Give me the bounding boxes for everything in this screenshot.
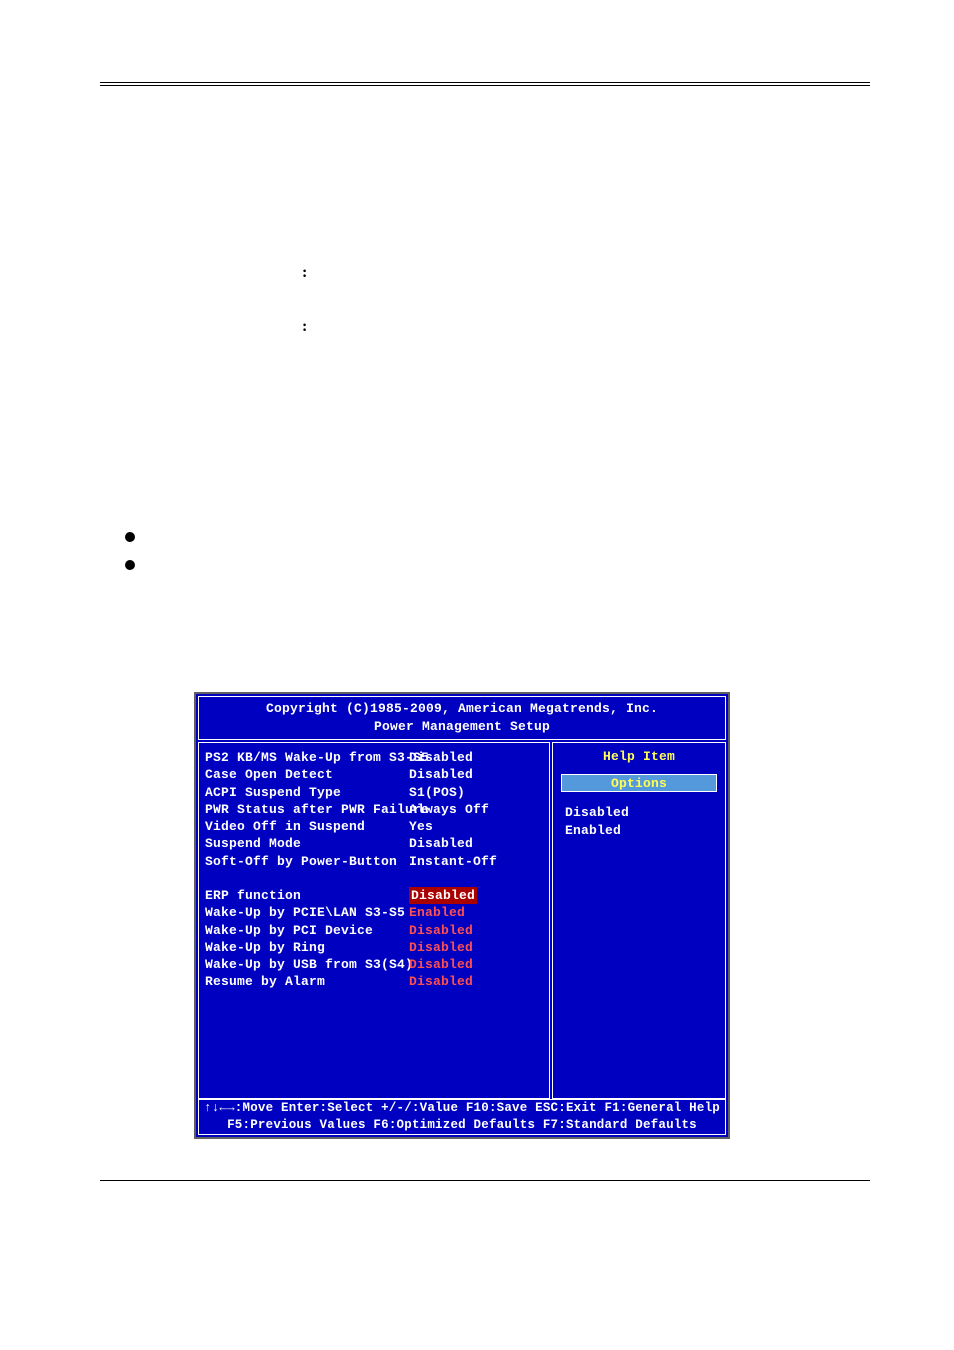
bullet-icon (125, 560, 135, 570)
bios-title: Power Management Setup (374, 718, 550, 736)
help-option: Enabled (565, 822, 721, 840)
option-value: Disabled (409, 887, 543, 904)
bios-window: Copyright (C)1985-2009, American Megatre… (194, 692, 730, 1139)
option-row[interactable]: Wake-Up by PCIE\LAN S3-S5Enabled (205, 904, 543, 921)
option-label: ERP function (205, 887, 409, 904)
option-value: Yes (409, 818, 543, 835)
footer-keys-1: ↑↓←→:Move Enter:Select +/-/:Value F10:Sa… (204, 1100, 720, 1117)
bullet-icon (125, 532, 135, 542)
option-row[interactable]: Wake-Up by USB from S3(S4)Disabled (205, 956, 543, 973)
option-value: Disabled (409, 766, 543, 783)
bios-footer: ↑↓←→:Move Enter:Select +/-/:Value F10:Sa… (198, 1099, 726, 1135)
option-value: Disabled (409, 922, 543, 939)
bios-help-panel: Help Item Options Disabled Enabled (552, 742, 726, 1099)
option-label: Case Open Detect (205, 766, 409, 783)
option-label: PS2 KB/MS Wake-Up from S3-S5 (205, 749, 409, 766)
footer-keys-2: F5:Previous Values F6:Optimized Defaults… (227, 1117, 697, 1134)
selected-value: Disabled (409, 887, 477, 904)
colon-2: : (302, 318, 307, 336)
option-label: Wake-Up by PCIE\LAN S3-S5 (205, 904, 409, 921)
option-label: Resume by Alarm (205, 973, 409, 990)
option-row[interactable]: Suspend ModeDisabled (205, 835, 543, 852)
option-label: PWR Status after PWR Failure (205, 801, 409, 818)
option-value: Always Off (409, 801, 543, 818)
option-value: Disabled (409, 749, 543, 766)
help-title: Help Item (557, 749, 721, 764)
bios-copyright: Copyright (C)1985-2009, American Megatre… (266, 700, 658, 718)
spacer (205, 870, 543, 887)
option-value: S1(POS) (409, 784, 543, 801)
option-value: Disabled (409, 835, 543, 852)
option-row-selected[interactable]: ERP functionDisabled (205, 887, 543, 904)
option-value: Disabled (409, 973, 543, 990)
option-label: Wake-Up by USB from S3(S4) (205, 956, 409, 973)
colon-1: : (302, 264, 307, 282)
bottom-divider (100, 1180, 870, 1181)
option-row[interactable]: Soft-Off by Power-ButtonInstant-Off (205, 853, 543, 870)
option-row[interactable]: PWR Status after PWR FailureAlways Off (205, 801, 543, 818)
option-value: Enabled (409, 904, 543, 921)
option-row[interactable]: Wake-Up by RingDisabled (205, 939, 543, 956)
option-value: Instant-Off (409, 853, 543, 870)
option-row[interactable]: ACPI Suspend TypeS1(POS) (205, 784, 543, 801)
bios-body: PS2 KB/MS Wake-Up from S3-S5Disabled Cas… (196, 742, 728, 1099)
help-option: Disabled (565, 804, 721, 822)
option-row[interactable]: Case Open DetectDisabled (205, 766, 543, 783)
option-label: Soft-Off by Power-Button (205, 853, 409, 870)
option-label: Wake-Up by PCI Device (205, 922, 409, 939)
options-box: Options (561, 774, 717, 792)
option-label: Video Off in Suspend (205, 818, 409, 835)
help-options: Disabled Enabled (557, 804, 721, 839)
option-label: ACPI Suspend Type (205, 784, 409, 801)
option-row[interactable]: Wake-Up by PCI DeviceDisabled (205, 922, 543, 939)
option-row[interactable]: PS2 KB/MS Wake-Up from S3-S5Disabled (205, 749, 543, 766)
bios-header: Copyright (C)1985-2009, American Megatre… (198, 696, 726, 740)
option-row[interactable]: Resume by AlarmDisabled (205, 973, 543, 990)
option-value: Disabled (409, 956, 543, 973)
option-label: Suspend Mode (205, 835, 409, 852)
bullet-list (125, 532, 135, 588)
option-value: Disabled (409, 939, 543, 956)
option-label: Wake-Up by Ring (205, 939, 409, 956)
option-row[interactable]: Video Off in SuspendYes (205, 818, 543, 835)
top-divider (100, 82, 870, 86)
bios-options-panel: PS2 KB/MS Wake-Up from S3-S5Disabled Cas… (198, 742, 550, 1099)
